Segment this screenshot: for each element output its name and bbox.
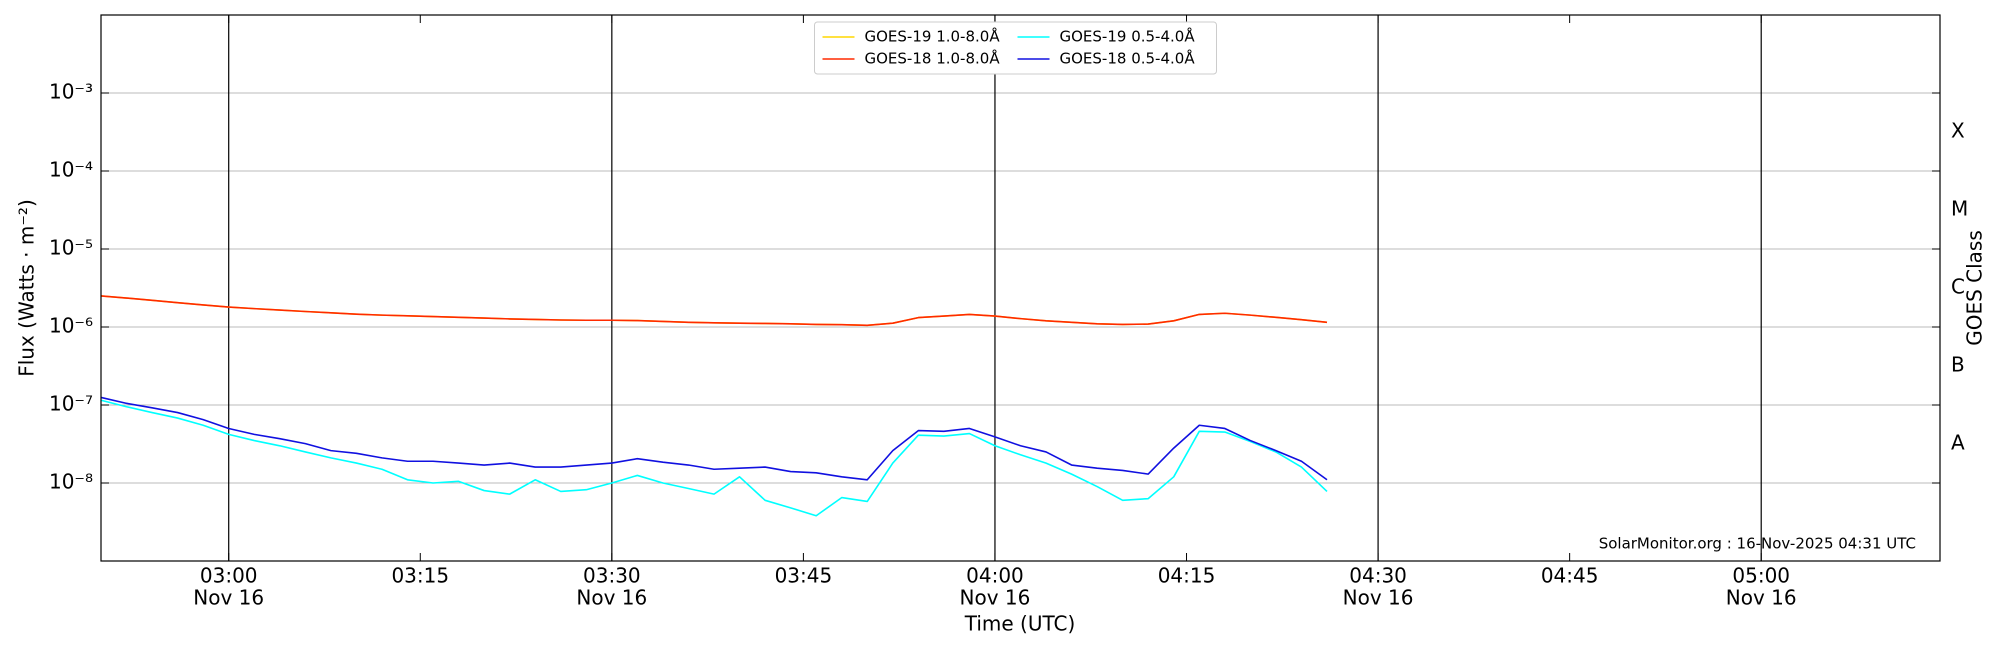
legend-label: GOES-19 1.0-8.0Å xyxy=(865,27,1001,46)
y2-tick-label: X xyxy=(1951,119,1965,143)
y-tick-label: 10⁻⁸ xyxy=(49,470,93,494)
x-tick-date: Nov 16 xyxy=(1726,586,1797,610)
x-tick-label: 03:30 xyxy=(583,564,641,588)
y2-tick-label: C xyxy=(1951,275,1965,299)
x-tick-date: Nov 16 xyxy=(1343,586,1414,610)
y2-tick-label: B xyxy=(1951,353,1965,377)
x-tick-label: 03:00 xyxy=(200,564,258,588)
y-tick-label: 10⁻⁶ xyxy=(49,314,93,338)
legend-label: GOES-18 0.5-4.0Å xyxy=(1060,49,1196,68)
x-tick-date: Nov 16 xyxy=(576,586,647,610)
x-tick-date: Nov 16 xyxy=(960,586,1031,610)
x-tick-label: 04:00 xyxy=(966,564,1024,588)
y-tick-label: 10⁻³ xyxy=(49,80,93,104)
y-tick-label: 10⁻⁴ xyxy=(49,158,93,182)
legend-label: GOES-19 0.5-4.0Å xyxy=(1060,27,1196,46)
y-tick-label: 10⁻⁵ xyxy=(49,236,93,260)
y-tick-label: 10⁻⁷ xyxy=(49,392,93,416)
series-line xyxy=(100,295,1328,327)
x-tick-label: 05:00 xyxy=(1732,564,1790,588)
axes-frame xyxy=(100,14,1941,562)
plot-area xyxy=(101,15,1940,561)
x-tick-date: Nov 16 xyxy=(193,586,264,610)
x-tick-label: 04:45 xyxy=(1541,564,1599,588)
y2-tick-label: M xyxy=(1951,197,1968,221)
annotation: SolarMonitor.org : 16-Nov-2025 04:31 UTC xyxy=(1599,535,1916,553)
y-axis-label: Flux (Watts · m⁻²) xyxy=(15,199,39,377)
legend-label: GOES-18 1.0-8.0Å xyxy=(865,49,1001,68)
x-axis-label: Time (UTC) xyxy=(964,612,1076,636)
series-line xyxy=(100,399,1328,517)
legend-box xyxy=(814,21,1217,75)
x-tick-label: 03:45 xyxy=(775,564,833,588)
y2-axis-label: GOES Class xyxy=(1963,230,1987,346)
x-tick-label: 03:15 xyxy=(391,564,449,588)
x-tick-label: 04:15 xyxy=(1158,564,1216,588)
series-line xyxy=(100,396,1328,481)
y2-tick-label: A xyxy=(1951,431,1965,455)
x-tick-label: 04:30 xyxy=(1349,564,1407,588)
